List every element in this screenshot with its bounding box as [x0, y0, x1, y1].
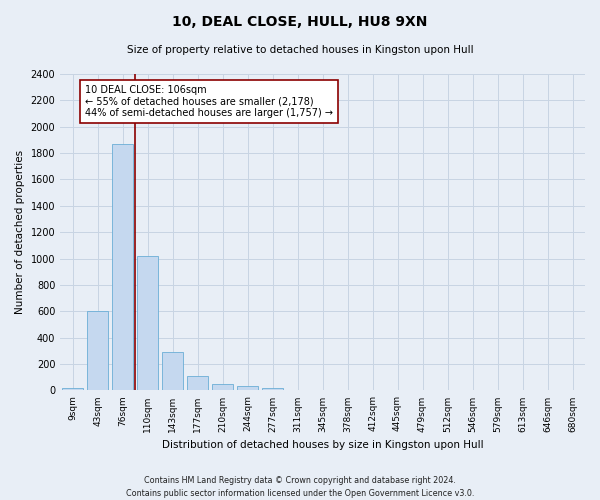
Bar — [212, 384, 233, 390]
Text: Size of property relative to detached houses in Kingston upon Hull: Size of property relative to detached ho… — [127, 45, 473, 55]
Text: Contains HM Land Registry data © Crown copyright and database right 2024.
Contai: Contains HM Land Registry data © Crown c… — [126, 476, 474, 498]
X-axis label: Distribution of detached houses by size in Kingston upon Hull: Distribution of detached houses by size … — [162, 440, 484, 450]
Bar — [137, 256, 158, 390]
Text: 10 DEAL CLOSE: 106sqm
← 55% of detached houses are smaller (2,178)
44% of semi-d: 10 DEAL CLOSE: 106sqm ← 55% of detached … — [85, 84, 333, 117]
Bar — [187, 376, 208, 390]
Bar — [62, 388, 83, 390]
Bar — [262, 388, 283, 390]
Bar — [112, 144, 133, 390]
Bar — [87, 312, 108, 390]
Y-axis label: Number of detached properties: Number of detached properties — [15, 150, 25, 314]
Bar — [237, 386, 258, 390]
Bar — [162, 352, 183, 391]
Text: 10, DEAL CLOSE, HULL, HU8 9XN: 10, DEAL CLOSE, HULL, HU8 9XN — [172, 15, 428, 29]
